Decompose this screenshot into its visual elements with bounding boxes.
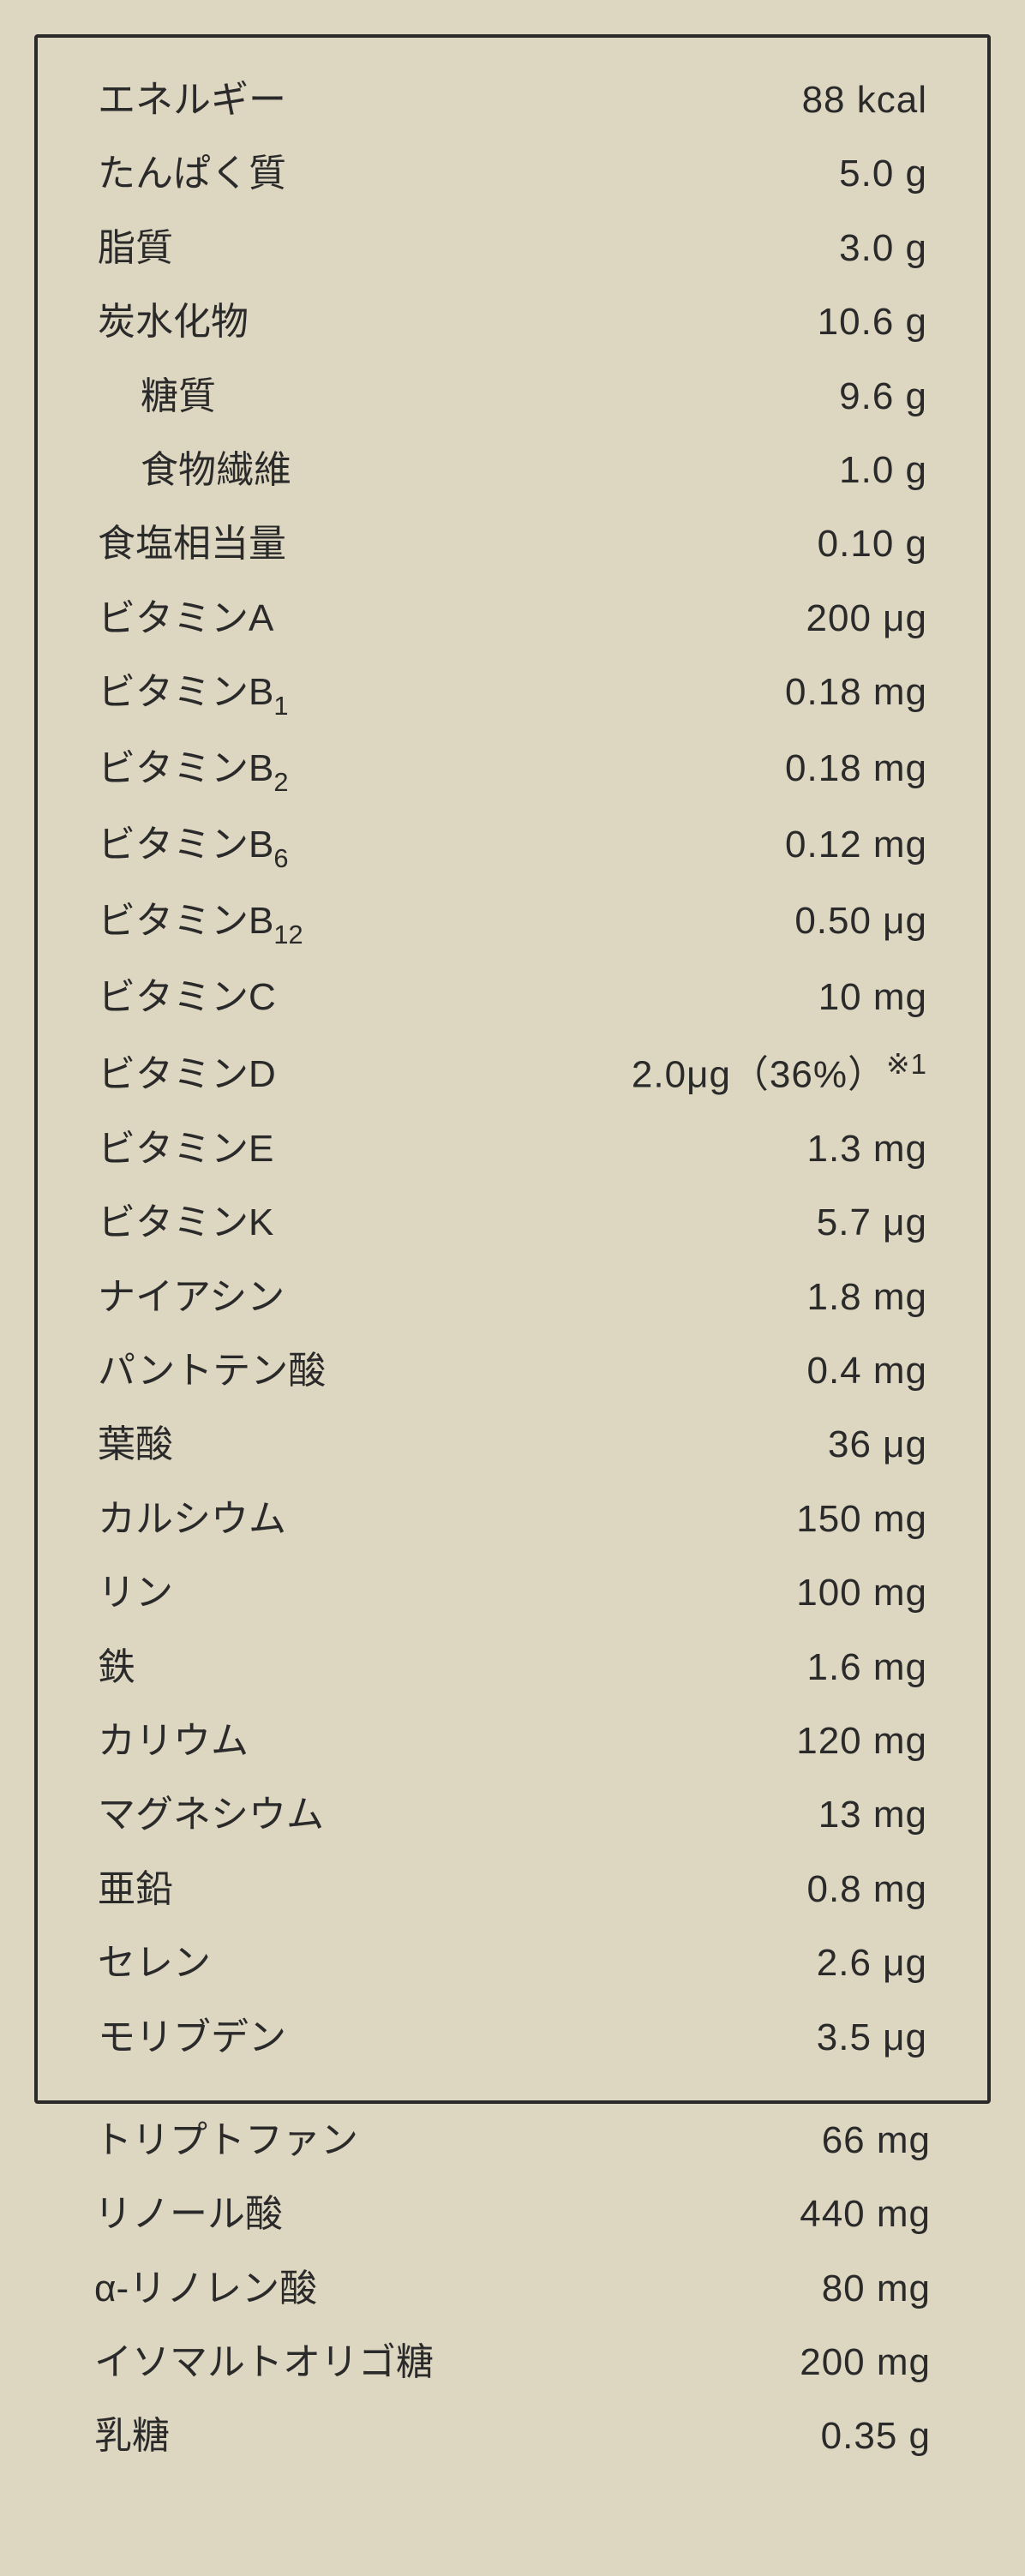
- nutrition-row: カルシウム 150 mg: [98, 1483, 927, 1556]
- nutrition-value: 0.18 mg: [785, 662, 927, 722]
- nutrition-value: 0.10 g: [818, 514, 927, 574]
- nutrition-value: 0.4 mg: [806, 1341, 927, 1401]
- nutrition-value: 150 mg: [796, 1489, 927, 1549]
- nutrition-label: リン: [98, 1563, 173, 1623]
- nutrition-value: 3.0 g: [839, 219, 927, 279]
- nutrition-label: パントテン酸: [98, 1341, 326, 1401]
- nutrition-label: モリブデン: [98, 2008, 286, 2068]
- nutrition-value: 2.6 μg: [817, 1933, 927, 1993]
- nutrition-label: 鉄: [98, 1638, 135, 1698]
- nutrition-value: 0.50 μg: [794, 891, 927, 951]
- nutrition-value: 120 mg: [796, 1711, 927, 1771]
- nutrition-value: 0.18 mg: [785, 739, 927, 799]
- nutrition-row: 鉄 1.6 mg: [98, 1631, 927, 1704]
- nutrition-row: ビタミンB2 0.18 mg: [98, 732, 927, 808]
- nutrition-value: 2.0μg（36%）※1: [632, 1042, 927, 1105]
- nutrition-label: ビタミンB1: [98, 662, 289, 725]
- bordered-section: エネルギー 88 kcal たんぱく質 5.0 g 脂質 3.0 g 炭水化物 10.6 g 糖…: [34, 34, 991, 2104]
- nutrition-label: イソマルトオリゴ糖: [94, 2333, 434, 2393]
- nutrition-row: ビタミンA 200 μg: [98, 582, 927, 656]
- nutrition-row: エネルギー 88 kcal: [98, 63, 927, 137]
- nutrition-label: 乳糖: [94, 2406, 170, 2466]
- nutrition-label: ビタミンB12: [98, 891, 303, 954]
- nutrition-row: イソマルトオリゴ糖 200 mg: [94, 2326, 931, 2399]
- nutrition-row: リン 100 mg: [98, 1556, 927, 1630]
- nutrition-row: パントテン酸 0.4 mg: [98, 1334, 927, 1408]
- nutrition-value: 0.8 mg: [806, 1860, 927, 1920]
- nutrition-row: 糖質 9.6 g: [98, 360, 927, 434]
- nutrition-label: 糖質: [98, 367, 216, 427]
- nutrition-label: ビタミンD: [98, 1045, 276, 1105]
- nutrition-label: ビタミンB6: [98, 815, 289, 878]
- nutrition-value: 200 μg: [806, 589, 927, 649]
- nutrition-row: マグネシウム 13 mg: [98, 1778, 927, 1852]
- nutrition-row: ビタミンB12 0.50 μg: [98, 884, 927, 961]
- nutrition-row: 乳糖 0.35 g: [94, 2399, 931, 2473]
- nutrition-label: ビタミンE: [98, 1119, 273, 1179]
- nutrition-row: 食塩相当量 0.10 g: [98, 507, 927, 581]
- nutrition-label: ビタミンB2: [98, 739, 289, 801]
- nutrition-label: エネルギー: [98, 70, 286, 130]
- nutrition-row: 脂質 3.0 g: [98, 212, 927, 285]
- nutrition-value: 3.5 μg: [817, 2008, 927, 2068]
- nutrition-label: リノール酸: [94, 2184, 283, 2244]
- nutrition-row: 亜鉛 0.8 mg: [98, 1853, 927, 1926]
- nutrition-row: たんぱく質 5.0 g: [98, 137, 927, 211]
- nutrition-row: セレン 2.6 μg: [98, 1926, 927, 2000]
- nutrition-value: 1.3 mg: [806, 1119, 927, 1179]
- nutrition-row: ビタミンC 10 mg: [98, 961, 927, 1034]
- nutrition-label: カリウム: [98, 1711, 249, 1771]
- nutrition-value: 440 mg: [800, 2184, 931, 2244]
- nutrition-label: 食物繊維: [98, 440, 291, 500]
- nutrition-label: α-リノレン酸: [94, 2259, 317, 2319]
- nutrition-row: カリウム 120 mg: [98, 1704, 927, 1778]
- nutrition-value: 5.7 μg: [817, 1193, 927, 1253]
- nutrition-value: 88 kcal: [802, 70, 927, 130]
- nutrition-row: トリプトファン 66 mg: [94, 2104, 931, 2178]
- nutrition-label: ナイアシン: [98, 1267, 285, 1327]
- nutrition-value: 1.0 g: [839, 440, 927, 500]
- nutrition-label: 食塩相当量: [98, 514, 286, 574]
- nutrition-row: モリブデン 3.5 μg: [98, 2001, 927, 2075]
- nutrition-value: 36 μg: [828, 1415, 927, 1475]
- nutrition-value: 5.0 g: [839, 144, 927, 204]
- outside-section: トリプトファン 66 mg リノール酸 440 mg α-リノレン酸 80 mg イソマルト…: [34, 2104, 991, 2474]
- nutrition-value: 0.35 g: [821, 2406, 931, 2466]
- nutrition-label: マグネシウム: [98, 1785, 324, 1845]
- nutrition-label: 脂質: [98, 219, 173, 279]
- nutrition-label: 亜鉛: [98, 1860, 173, 1920]
- nutrition-row: 葉酸 36 μg: [98, 1408, 927, 1482]
- nutrition-value: 66 mg: [822, 2111, 931, 2171]
- nutrition-row: 炭水化物 10.6 g: [98, 285, 927, 359]
- nutrition-row: リノール酸 440 mg: [94, 2178, 931, 2251]
- nutrition-value: 1.6 mg: [806, 1638, 927, 1698]
- nutrition-row: ビタミンK 5.7 μg: [98, 1186, 927, 1260]
- nutrition-row: 食物繊維 1.0 g: [98, 434, 927, 507]
- nutrition-row: ビタミンE 1.3 mg: [98, 1112, 927, 1186]
- nutrition-value: 13 mg: [818, 1785, 927, 1845]
- nutrition-value: 10.6 g: [818, 292, 927, 352]
- nutrition-value: 0.12 mg: [785, 815, 927, 875]
- nutrition-value: 10 mg: [818, 967, 927, 1027]
- nutrition-label: カルシウム: [98, 1489, 286, 1549]
- nutrition-label: 葉酸: [98, 1415, 173, 1475]
- nutrition-row: ビタミンB1 0.18 mg: [98, 656, 927, 732]
- nutrition-table: エネルギー 88 kcal たんぱく質 5.0 g 脂質 3.0 g 炭水化物 10.6 g 糖…: [34, 34, 991, 2474]
- nutrition-value: 9.6 g: [839, 367, 927, 427]
- nutrition-label: トリプトファン: [94, 2111, 358, 2171]
- nutrition-value: 80 mg: [822, 2259, 931, 2319]
- nutrition-label: セレン: [98, 1933, 211, 1993]
- nutrition-row: α-リノレン酸 80 mg: [94, 2252, 931, 2326]
- nutrition-row: ビタミンD 2.0μg（36%）※1: [98, 1035, 927, 1112]
- nutrition-label: ビタミンK: [98, 1193, 273, 1253]
- nutrition-label: ビタミンC: [98, 967, 276, 1027]
- nutrition-label: たんぱく質: [98, 144, 286, 204]
- nutrition-value: 200 mg: [800, 2333, 931, 2393]
- nutrition-row: ビタミンB6 0.12 mg: [98, 808, 927, 884]
- nutrition-row: ナイアシン 1.8 mg: [98, 1261, 927, 1334]
- nutrition-label: ビタミンA: [98, 589, 273, 649]
- nutrition-label: 炭水化物: [98, 292, 249, 352]
- nutrition-value: 100 mg: [796, 1563, 927, 1623]
- nutrition-value: 1.8 mg: [806, 1267, 927, 1327]
